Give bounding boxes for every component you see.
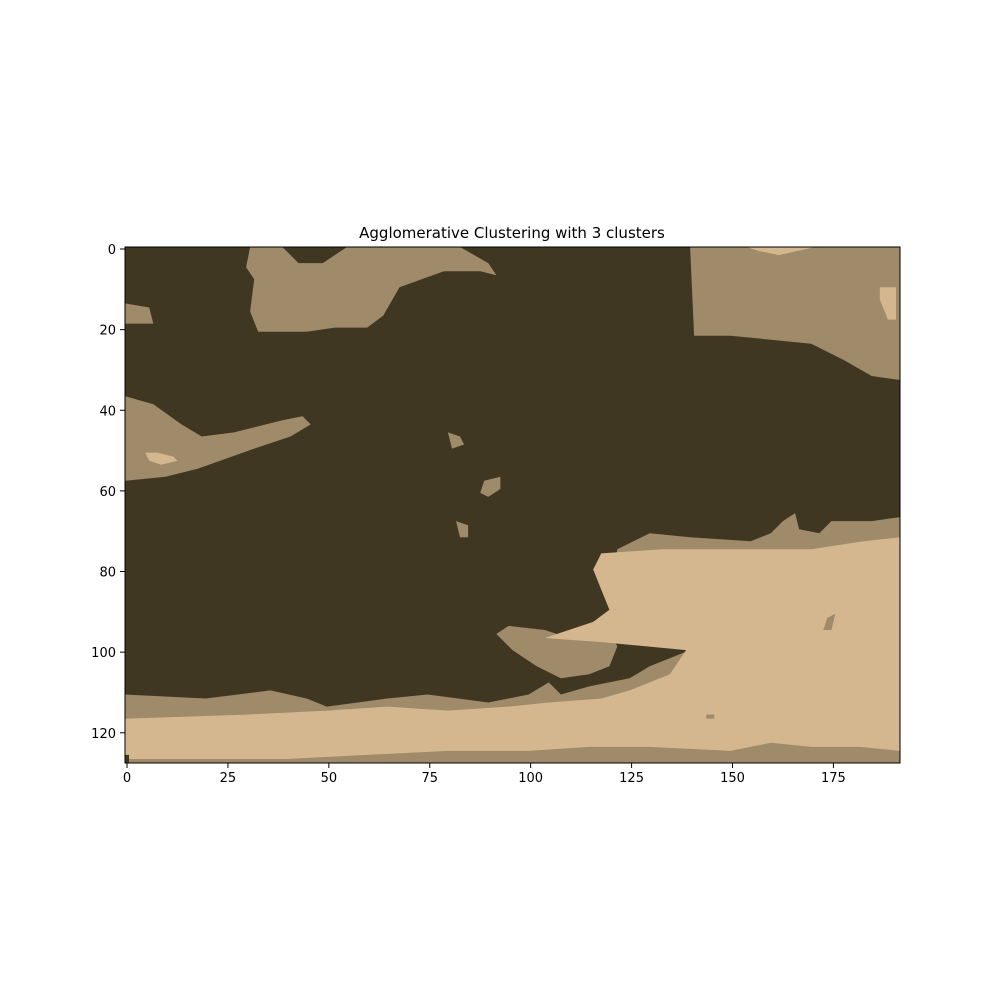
y-tick-label-20: 20 bbox=[99, 324, 116, 339]
axes-frame bbox=[124, 246, 901, 764]
cluster-region-8 bbox=[480, 476, 501, 497]
plot-area bbox=[125, 247, 900, 763]
cluster-region-1 bbox=[125, 303, 154, 324]
cluster-region-4 bbox=[879, 287, 896, 320]
cluster-region-14 bbox=[706, 714, 715, 719]
x-tick-label-100: 100 bbox=[518, 771, 543, 786]
cluster-region-6 bbox=[145, 452, 178, 465]
y-tick-label-0: 0 bbox=[108, 243, 116, 258]
x-tick-label-25: 25 bbox=[220, 771, 237, 786]
x-tick-label-150: 150 bbox=[720, 771, 745, 786]
x-tick-label-50: 50 bbox=[321, 771, 338, 786]
y-tick-label-40: 40 bbox=[99, 404, 116, 419]
cluster-region-15 bbox=[125, 754, 129, 763]
chart-title: Agglomerative Clustering with 3 clusters bbox=[359, 224, 665, 242]
cluster-region-13 bbox=[823, 613, 836, 630]
cluster-region-7 bbox=[447, 432, 465, 449]
axes: 0 25 50 75 100 125 150 175 0 20 40 60 80 100 120 bbox=[91, 243, 901, 786]
y-tick-label-60: 60 bbox=[99, 485, 116, 500]
x-tick-label-0: 0 bbox=[123, 771, 131, 786]
cluster-region-12 bbox=[125, 537, 900, 759]
y-tick-label-100: 100 bbox=[91, 646, 116, 661]
cluster-region-0 bbox=[246, 247, 497, 332]
x-tick-label-125: 125 bbox=[619, 771, 644, 786]
cluster-region-3 bbox=[746, 247, 816, 256]
y-tick-label-120: 120 bbox=[91, 727, 116, 742]
x-tick-label-175: 175 bbox=[821, 771, 846, 786]
cluster-region-2 bbox=[690, 247, 900, 380]
x-tick-label-75: 75 bbox=[421, 771, 438, 786]
y-tick-label-80: 80 bbox=[99, 566, 116, 581]
cluster-map bbox=[125, 247, 900, 763]
cluster-region-9 bbox=[456, 521, 469, 538]
